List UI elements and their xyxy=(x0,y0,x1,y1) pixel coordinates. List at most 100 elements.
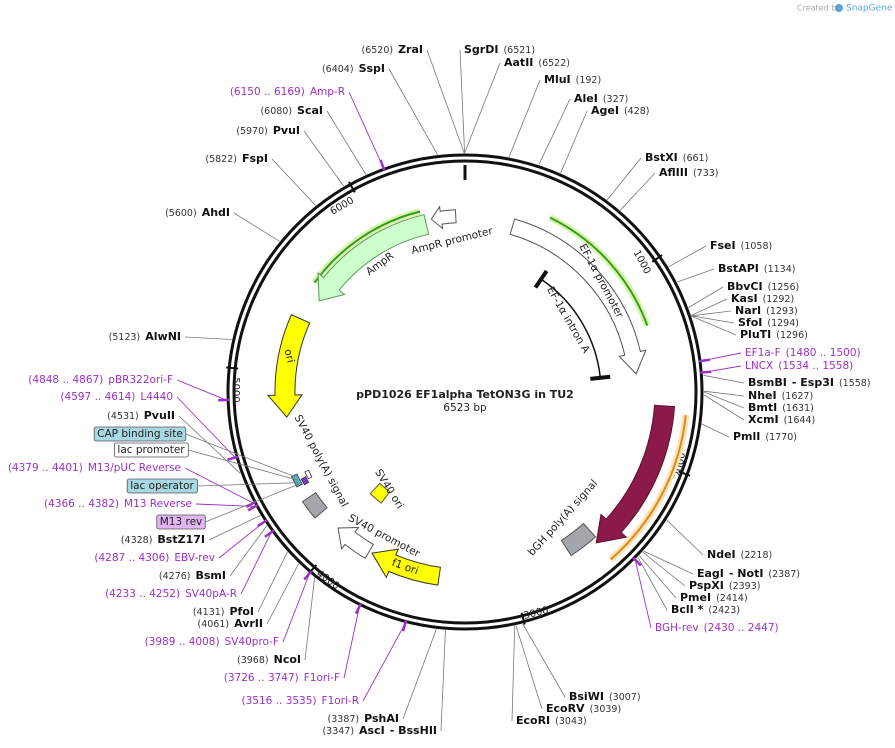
ring-tick xyxy=(678,470,691,477)
site-name: BsmBI xyxy=(748,376,787,389)
primer-leader xyxy=(218,521,265,559)
site-label: FseI (1058) xyxy=(710,239,772,252)
site-leader xyxy=(459,49,465,154)
site-label: (4276) BsmI xyxy=(159,569,226,582)
site-label: (4531) PvuII xyxy=(107,409,175,422)
site-label: (5123) AlwNI xyxy=(109,330,181,343)
site-name: ZraI xyxy=(398,43,423,56)
site-label: (5970) PvuI xyxy=(236,124,300,137)
site-pos: (1770) xyxy=(765,432,797,443)
primer-mark xyxy=(379,159,386,171)
primer-name: SV40pro-F xyxy=(225,636,279,648)
feature-leader xyxy=(185,433,296,478)
backbone-inner xyxy=(232,159,698,625)
site-pos: (2423) xyxy=(708,605,740,616)
site-pos: (4328) xyxy=(121,535,153,546)
site-leader xyxy=(691,298,728,316)
feature-arrow xyxy=(430,205,457,230)
primer-leader xyxy=(362,623,406,702)
site-name: AleI xyxy=(574,92,598,105)
site-name: SfoI xyxy=(738,316,762,329)
feature-leader xyxy=(188,449,297,481)
site-leader xyxy=(606,157,642,201)
site-label: AleI (327) xyxy=(574,92,628,105)
site-label: (3387) PshAI xyxy=(328,712,399,725)
ring-tick xyxy=(651,254,663,263)
site-pos: (4531) xyxy=(107,411,139,422)
site-label: BstAPI (1134) xyxy=(718,262,795,275)
site-pos: (2387) xyxy=(768,569,800,580)
site-pos: (6080) xyxy=(260,106,292,117)
site-name: EcoRV xyxy=(546,702,585,715)
site-leader xyxy=(511,625,516,722)
primer-name: BGH-rev xyxy=(655,622,699,634)
site-leader xyxy=(522,623,566,698)
primer-mark xyxy=(303,570,313,581)
site-leader xyxy=(271,158,316,206)
site-name: ScaI xyxy=(297,104,323,117)
feature-arrow xyxy=(317,214,430,302)
primer-leader xyxy=(176,396,236,458)
site-pos: (3039) xyxy=(590,704,622,715)
primer-pos: (4379 .. 4401) xyxy=(8,462,83,474)
site-pos: (733) xyxy=(693,168,719,179)
site-pos: (6520) xyxy=(361,45,393,56)
primer-pos: (3516 .. 3535) xyxy=(242,695,317,707)
feature-box xyxy=(369,482,391,504)
site-leader xyxy=(619,172,656,211)
primer-mark xyxy=(401,620,408,632)
primer-mark xyxy=(700,370,712,374)
site-leader xyxy=(691,315,737,336)
feature-arrow xyxy=(337,526,374,559)
site-label: NdeI (2218) xyxy=(707,548,772,561)
primer-label: (3516 .. 3535) F1ori-R xyxy=(242,695,359,707)
site-label: (4328) BstZ17I xyxy=(121,533,205,546)
feature-box-label: lac operator xyxy=(130,480,194,492)
site-leader xyxy=(208,515,261,541)
site-name: AatII xyxy=(504,56,533,69)
site-label: BmtI (1631) xyxy=(748,401,814,414)
site-name: FspI xyxy=(242,152,268,165)
site-name: BsiWI xyxy=(569,690,604,703)
site-leader xyxy=(464,62,501,154)
feature-label: ori xyxy=(282,348,297,364)
site-label: NarI (1293) xyxy=(735,304,798,317)
site-pos: (1644) xyxy=(784,415,816,426)
site-name: EcoRI xyxy=(516,714,550,727)
site-leader xyxy=(233,212,280,242)
site-name: PspXI xyxy=(689,579,724,592)
site-pos: (5822) xyxy=(205,154,237,165)
feature-primer-arc xyxy=(609,415,687,561)
site-leader xyxy=(560,110,588,174)
site-pos: (3007) xyxy=(609,692,641,703)
site-pos: (6404) xyxy=(322,64,354,75)
site-name: BclI * xyxy=(671,603,704,616)
primer-mark xyxy=(227,455,239,461)
primer-name: Amp-R xyxy=(310,86,345,98)
site-name: AlwNI xyxy=(145,330,181,343)
primer-leader xyxy=(282,573,310,643)
primer-leader xyxy=(240,531,272,595)
site-name: PluTI xyxy=(740,328,771,341)
primer-leader xyxy=(343,606,360,679)
site-pos: (1292) xyxy=(763,294,795,305)
feature-box-label: CAP binding site xyxy=(97,428,183,440)
backbone-outer xyxy=(226,153,704,631)
site-pos: (5123) xyxy=(109,332,141,343)
primer-label: (3989 .. 4008) SV40pro-F xyxy=(145,636,279,648)
site-name: MluI xyxy=(544,73,571,86)
site-label: (5600) AhdI xyxy=(165,206,230,219)
site-leader xyxy=(677,268,715,283)
ring-tick-label: 4000 xyxy=(314,568,341,592)
site-label: BsmBI - Esp3I (1558) xyxy=(748,376,871,389)
site-leader xyxy=(691,315,735,324)
site-label: (6080) ScaI xyxy=(260,104,323,117)
feature-leader xyxy=(197,482,299,487)
site-pos: (1134) xyxy=(764,264,796,275)
ring-tick xyxy=(348,181,356,193)
site-pos: (3347) xyxy=(322,726,354,737)
primer-name: pBR322ori-F xyxy=(108,374,173,386)
primer-leader xyxy=(348,91,384,168)
site-label: PmeI (2414) xyxy=(680,591,748,604)
